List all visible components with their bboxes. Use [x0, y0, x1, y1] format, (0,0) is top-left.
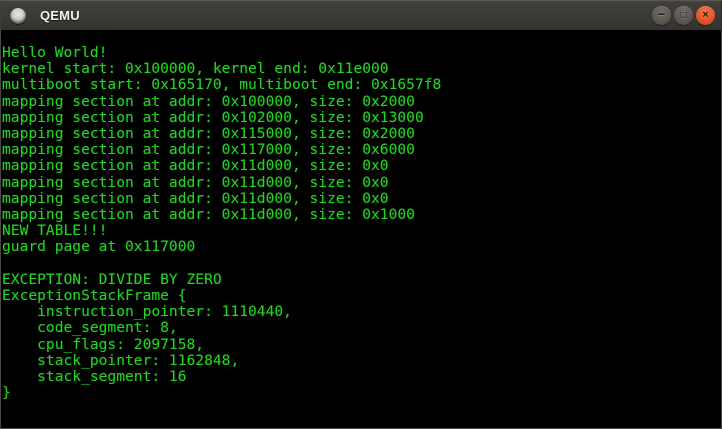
- console-line: EXCEPTION: DIVIDE BY ZERO: [2, 270, 222, 288]
- window-title: QEMU: [40, 8, 80, 23]
- console-line: guard page at 0x117000: [2, 238, 196, 256]
- console-line: ExceptionStackFrame {: [2, 287, 187, 305]
- qemu-app-icon: [10, 7, 26, 24]
- maximize-button[interactable]: □: [674, 6, 693, 25]
- minimize-icon: –: [657, 6, 666, 21]
- window-titlebar[interactable]: QEMU – □ ×: [0, 0, 722, 30]
- window-controls: – □ ×: [652, 6, 715, 25]
- console-line: code_segment: 8,: [2, 319, 178, 337]
- console-line: stack_segment: 16: [2, 368, 187, 386]
- console-line: mapping section at addr: 0x102000, size:…: [2, 108, 424, 126]
- console-line: cpu_flags: 2097158,: [2, 335, 205, 353]
- minimize-button[interactable]: –: [652, 6, 671, 25]
- console-line: }: [2, 384, 11, 402]
- console-line: mapping section at addr: 0x11d000, size:…: [2, 206, 415, 224]
- console-line: mapping section at addr: 0x117000, size:…: [2, 141, 415, 159]
- console-line: mapping section at addr: 0x100000, size:…: [2, 92, 415, 110]
- terminal-screen[interactable]: Hello World! kernel start: 0x100000, kern…: [0, 30, 722, 429]
- console-line: multiboot start: 0x165170, multiboot end…: [2, 76, 442, 94]
- console-line: mapping section at addr: 0x115000, size:…: [2, 125, 415, 143]
- console-line: mapping section at addr: 0x11d000, size:…: [2, 189, 389, 207]
- maximize-icon: □: [680, 9, 687, 21]
- console-line: mapping section at addr: 0x11d000, size:…: [2, 173, 389, 191]
- close-button[interactable]: ×: [696, 6, 715, 25]
- console-line: [2, 256, 721, 272]
- console-line: mapping section at addr: 0x11d000, size:…: [2, 157, 389, 175]
- console-line: Hello World!: [2, 44, 108, 61]
- console-line: stack_pointer: 1162848,: [2, 351, 240, 369]
- close-icon: ×: [702, 9, 709, 21]
- console-line: kernel start: 0x100000, kernel end: 0x11…: [2, 60, 389, 78]
- console-line: NEW TABLE!!!: [2, 222, 108, 240]
- console-line: instruction_pointer: 1110440,: [2, 303, 292, 321]
- console-output: Hello World! kernel start: 0x100000, kern…: [2, 44, 721, 402]
